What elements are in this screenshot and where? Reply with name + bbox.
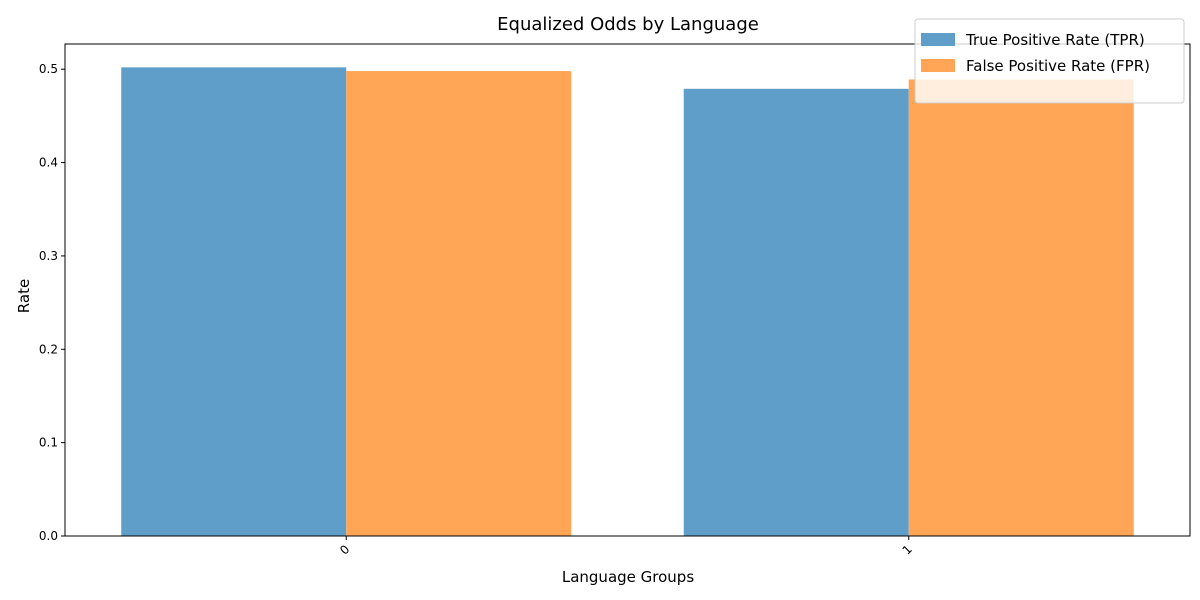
bar-tpr-1 — [683, 88, 909, 537]
y-tick-label: 0.5 — [39, 62, 58, 76]
chart-title: Equalized Odds by Language — [497, 14, 759, 35]
plot-frame — [64, 43, 1191, 537]
legend: True Positive Rate (TPR) False Positive R… — [914, 18, 1185, 104]
x-tick-label: 1 — [900, 542, 915, 557]
y-tick-label: 0.2 — [39, 342, 58, 356]
y-tick-label: 0.4 — [39, 156, 58, 170]
legend-label-tpr: True Positive Rate (TPR) — [965, 31, 1145, 49]
y-axis-title: Rate — [15, 279, 33, 313]
bar-fpr-1 — [908, 79, 1134, 536]
bar-tpr-0 — [121, 67, 347, 536]
y-tick-label: 0.1 — [39, 436, 58, 450]
bar-fpr-0 — [346, 71, 572, 536]
y-tick-label: 0.3 — [39, 249, 58, 263]
legend-box — [914, 18, 1185, 104]
legend-label-fpr: False Positive Rate (FPR) — [966, 57, 1150, 75]
y-tick-label: 0.0 — [39, 529, 58, 543]
x-axis-title: Language Groups — [562, 568, 694, 586]
legend-swatch-fpr — [921, 59, 955, 72]
bars-layer — [121, 67, 1134, 537]
legend-swatch-tpr — [921, 33, 955, 46]
x-tick-label: 0 — [337, 542, 352, 557]
